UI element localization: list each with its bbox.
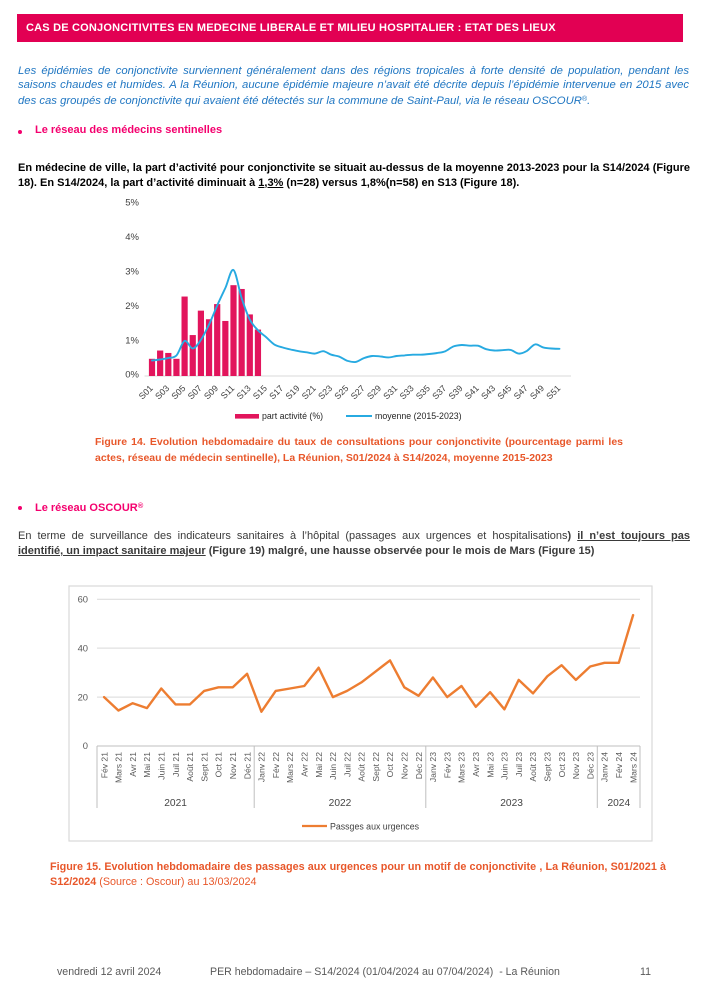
svg-text:S43: S43 <box>479 383 497 401</box>
svg-text:S19: S19 <box>283 383 301 401</box>
svg-text:S47: S47 <box>512 383 530 401</box>
svg-text:S29: S29 <box>365 383 383 401</box>
svg-text:Mars 22: Mars 22 <box>285 752 295 783</box>
svg-text:2023: 2023 <box>500 798 523 809</box>
svg-text:Janv 23: Janv 23 <box>428 752 438 782</box>
svg-text:S03: S03 <box>153 383 171 401</box>
svg-text:S25: S25 <box>332 383 350 401</box>
svg-text:Juil 23: Juil 23 <box>514 752 524 777</box>
svg-text:S23: S23 <box>316 383 334 401</box>
svg-text:Mai 23: Mai 23 <box>485 752 495 778</box>
svg-text:Déc 22: Déc 22 <box>414 752 424 779</box>
svg-text:Mai 22: Mai 22 <box>314 752 324 778</box>
svg-text:Janv 24: Janv 24 <box>600 752 610 782</box>
svg-text:S41: S41 <box>463 383 481 401</box>
svg-text:Mai 21: Mai 21 <box>142 752 152 778</box>
svg-text:S05: S05 <box>169 383 187 401</box>
svg-text:S01: S01 <box>137 383 155 401</box>
svg-text:2022: 2022 <box>329 798 352 809</box>
svg-text:Juil 21: Juil 21 <box>171 752 181 777</box>
svg-text:2021: 2021 <box>164 798 187 809</box>
svg-text:S17: S17 <box>267 383 285 401</box>
svg-text:0%: 0% <box>125 370 139 381</box>
svg-text:Juin 23: Juin 23 <box>500 752 510 780</box>
svg-text:2024: 2024 <box>607 798 630 809</box>
svg-text:S09: S09 <box>202 383 220 401</box>
svg-text:S49: S49 <box>528 383 546 401</box>
svg-text:Nov 23: Nov 23 <box>571 752 581 779</box>
svg-text:S45: S45 <box>495 383 513 401</box>
svg-text:Passges aux urgences: Passges aux urgences <box>330 822 420 832</box>
svg-text:Août 22: Août 22 <box>357 752 367 782</box>
svg-text:3%: 3% <box>125 267 139 278</box>
svg-text:60: 60 <box>78 593 88 604</box>
svg-text:Fév 22: Fév 22 <box>271 752 281 778</box>
svg-text:part activité (%): part activité (%) <box>262 411 323 421</box>
svg-text:Nov 21: Nov 21 <box>228 752 238 779</box>
svg-text:Fév 23: Fév 23 <box>442 752 452 778</box>
svg-text:S37: S37 <box>430 383 448 401</box>
svg-text:Mars 23: Mars 23 <box>457 752 467 783</box>
svg-text:Juin 21: Juin 21 <box>157 752 167 780</box>
svg-text:2%: 2% <box>125 301 139 312</box>
svg-text:Déc 23: Déc 23 <box>585 752 595 779</box>
svg-text:Nov 22: Nov 22 <box>400 752 410 779</box>
svg-text:20: 20 <box>78 691 88 702</box>
svg-text:S35: S35 <box>414 383 432 401</box>
svg-text:S21: S21 <box>300 383 318 401</box>
svg-text:Mars 24: Mars 24 <box>628 752 638 783</box>
svg-text:Mars 21: Mars 21 <box>114 752 124 783</box>
svg-text:1%: 1% <box>125 335 139 346</box>
svg-text:Janv 22: Janv 22 <box>257 752 267 782</box>
svg-text:Juin 22: Juin 22 <box>328 752 338 780</box>
svg-text:S51: S51 <box>544 383 562 401</box>
svg-text:S15: S15 <box>251 383 269 401</box>
svg-text:moyenne (2015-2023): moyenne (2015-2023) <box>375 411 462 421</box>
svg-text:Avr 22: Avr 22 <box>300 752 310 777</box>
svg-text:Oct 23: Oct 23 <box>557 752 567 778</box>
svg-text:S27: S27 <box>349 383 367 401</box>
svg-text:Août 23: Août 23 <box>528 752 538 782</box>
svg-text:Oct 22: Oct 22 <box>385 752 395 778</box>
svg-text:S13: S13 <box>235 383 253 401</box>
svg-text:Juil 22: Juil 22 <box>342 752 352 777</box>
svg-text:Fév 24: Fév 24 <box>614 752 624 778</box>
svg-text:Août 21: Août 21 <box>185 752 195 782</box>
svg-text:0: 0 <box>83 740 88 751</box>
svg-text:Sept 22: Sept 22 <box>371 752 381 782</box>
svg-text:Oct 21: Oct 21 <box>214 752 224 778</box>
svg-text:S11: S11 <box>219 383 237 401</box>
svg-text:Sept 21: Sept 21 <box>199 752 209 782</box>
svg-text:5%: 5% <box>125 198 139 209</box>
svg-text:S33: S33 <box>398 383 416 401</box>
svg-text:S39: S39 <box>446 383 464 401</box>
svg-text:40: 40 <box>78 642 88 653</box>
svg-text:S31: S31 <box>381 383 399 401</box>
svg-text:Avr 23: Avr 23 <box>471 752 481 777</box>
svg-text:S07: S07 <box>186 383 204 401</box>
svg-text:4%: 4% <box>125 232 139 243</box>
svg-text:Fév 21: Fév 21 <box>99 752 109 778</box>
svg-text:Avr 21: Avr 21 <box>128 752 138 777</box>
svg-text:Déc 21: Déc 21 <box>242 752 252 779</box>
svg-text:Sept 23: Sept 23 <box>543 752 553 782</box>
